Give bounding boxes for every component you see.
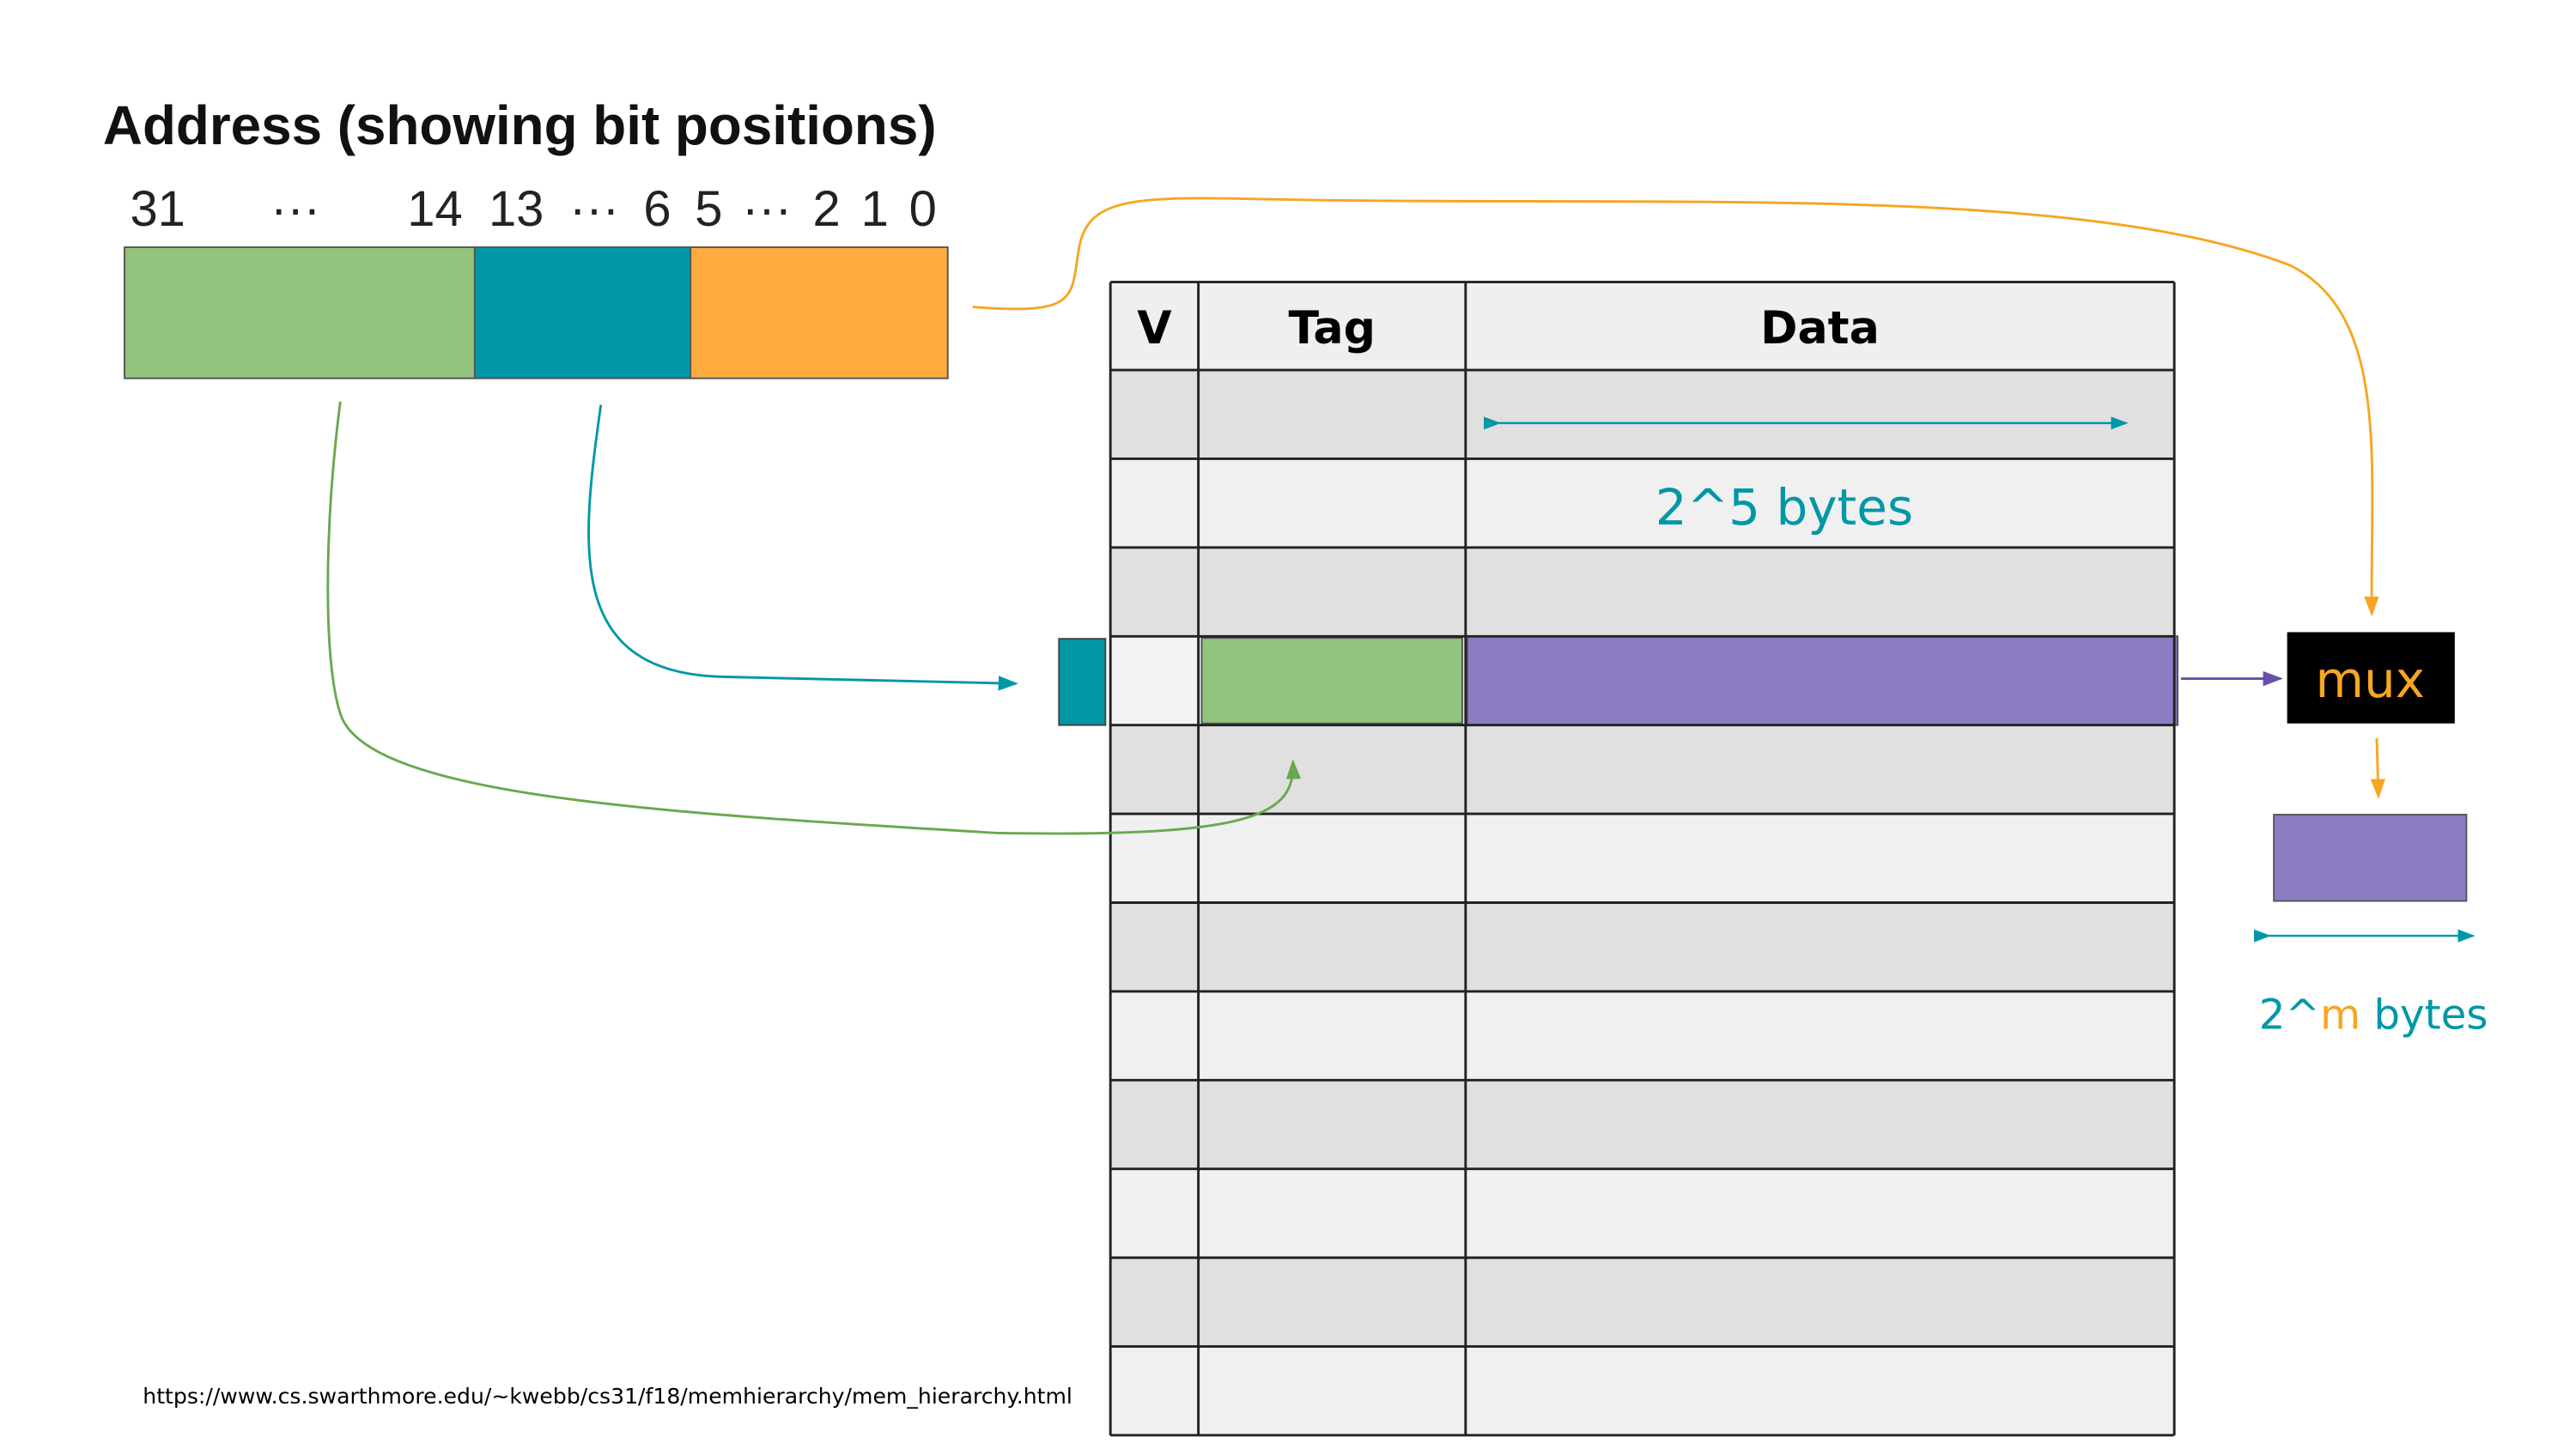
index-arrow xyxy=(587,404,1018,691)
column-header: Data xyxy=(1760,303,1880,355)
output-suffix: bytes xyxy=(2360,991,2488,1039)
bit-label: 5 xyxy=(695,182,722,237)
output-prefix: 2^ xyxy=(2259,991,2320,1039)
table-row xyxy=(1110,1258,2175,1347)
table-row xyxy=(1110,1168,2175,1258)
index-field xyxy=(473,246,692,379)
output-block xyxy=(2273,814,2468,902)
bit-labels: 31 ··· 14 13 ··· 6 5 ··· 2 1 0 xyxy=(130,182,936,237)
tag-field xyxy=(124,246,476,379)
source-url: https://www.cs.swarthmore.edu/~kwebb/cs3… xyxy=(143,1384,1072,1409)
table-row xyxy=(1110,991,2175,1081)
bit-label: 1 xyxy=(861,182,889,237)
bit-label: 0 xyxy=(909,182,937,237)
table-row xyxy=(1110,1346,2175,1435)
valid-cell xyxy=(1110,636,1199,725)
index-marker xyxy=(1058,638,1107,726)
tag-cell xyxy=(1200,637,1463,724)
table-row xyxy=(1110,814,2175,903)
output-variable: m xyxy=(2320,991,2360,1039)
table-row xyxy=(1110,547,2175,637)
bit-label: 6 xyxy=(643,182,671,237)
tag-arrow xyxy=(326,401,1302,835)
table-row xyxy=(1110,724,2175,815)
data-cell xyxy=(1466,635,2178,726)
offset-arrow xyxy=(972,197,2379,617)
bit-label: ··· xyxy=(270,182,320,237)
column-header: V xyxy=(1137,303,1172,355)
table-row xyxy=(1110,370,2175,459)
bit-label: ··· xyxy=(742,182,792,237)
offset-field xyxy=(690,246,949,379)
bit-label: 2 xyxy=(813,182,841,237)
mux-arrow xyxy=(2370,738,2386,799)
cache-table: V Tag Data xyxy=(1109,281,2178,1437)
column-header: Tag xyxy=(1289,303,1376,355)
table-row xyxy=(1110,902,2175,991)
header-row xyxy=(1110,282,2175,371)
mux-box xyxy=(2287,632,2455,724)
bit-label: 13 xyxy=(489,182,544,237)
mux-label: mux xyxy=(2315,651,2425,709)
data-width-label: 2^5 bytes xyxy=(1656,478,1913,537)
bit-label: 31 xyxy=(130,182,185,237)
table-row xyxy=(1110,1080,2175,1169)
bit-label: ··· xyxy=(569,182,619,237)
table-row xyxy=(1110,458,2175,548)
output-label: 2^m bytes xyxy=(2259,991,2488,1039)
bit-label: 14 xyxy=(407,182,462,237)
title: Address (showing bit positions) xyxy=(103,94,937,156)
